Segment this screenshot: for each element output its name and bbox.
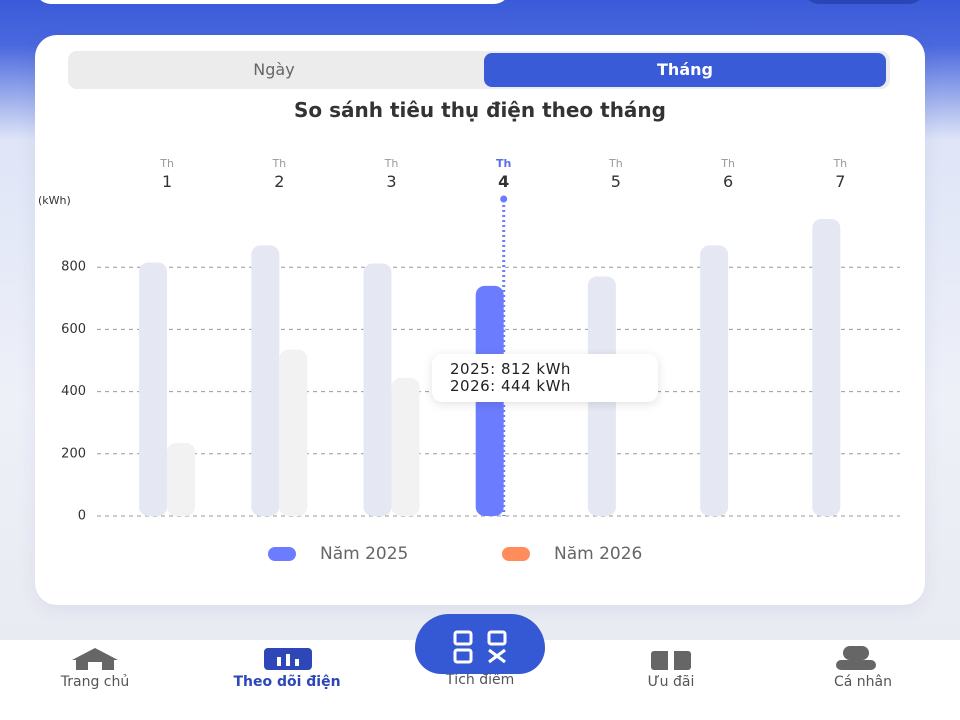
qr-square <box>453 648 473 664</box>
bar <box>279 349 308 516</box>
gift-ribbon <box>668 651 674 670</box>
y-axis-label: (kWh) <box>38 194 71 207</box>
nav-icons <box>72 646 876 670</box>
y-tick-label: 0 <box>78 509 86 524</box>
nav-item[interactable]: Trang chủ <box>60 674 130 690</box>
bar <box>391 377 420 516</box>
tab[interactable]: Ngày <box>253 60 295 79</box>
selection-dot <box>500 195 508 203</box>
bar <box>700 245 729 516</box>
nav-item-active[interactable]: Theo dõi điện <box>233 674 341 690</box>
qr-square <box>453 630 473 646</box>
x-tick-label[interactable]: Th 4 <box>496 157 512 191</box>
x-tick-label[interactable]: Th 2 <box>272 157 287 191</box>
legend-swatch <box>502 547 530 561</box>
chart-icon-bar <box>295 659 299 666</box>
tooltip-line: 2025: 812 kWh <box>450 360 571 378</box>
x-tick-label[interactable]: Th 3 <box>384 157 399 191</box>
x-tick-label[interactable]: Th 7 <box>833 157 848 191</box>
x-tick-label[interactable]: Th 1 <box>160 157 174 191</box>
bar <box>251 245 280 516</box>
tab-active[interactable]: Tháng <box>484 53 886 87</box>
person-icon <box>836 660 876 670</box>
qr-icon <box>453 630 507 664</box>
tab-switch: Ngày Tháng <box>68 51 890 89</box>
header-button[interactable] <box>803 0 925 4</box>
bar <box>167 442 196 516</box>
tooltip-line: 2026: 444 kWh <box>450 377 571 395</box>
nav-item[interactable]: Tích điểm <box>445 672 515 688</box>
y-tick-label: 400 <box>61 384 86 399</box>
qr-button[interactable] <box>415 614 545 674</box>
tooltip: 2025: 812 kWh 2026: 444 kWh <box>432 354 658 402</box>
nav-item[interactable]: Cá nhân <box>833 674 892 690</box>
y-tick-label: 200 <box>61 446 86 461</box>
chart-icon-bar <box>277 657 281 666</box>
x-tick-label[interactable]: Th 6 <box>721 157 735 191</box>
x-tick-label[interactable]: Th 5 <box>609 157 623 191</box>
nav-item[interactable]: Ưu đãi <box>647 674 695 690</box>
bar <box>363 263 392 516</box>
person-icon <box>843 646 869 660</box>
chart-icon-bar <box>286 654 290 666</box>
legend-swatch <box>268 547 296 561</box>
chart: (kWh) 0 200 400 600 800 Năm 2025 Năm 2026 <box>38 194 900 564</box>
bottom-nav: Trang chủ Theo dõi điện Tích điểm Ưu đãi… <box>0 640 960 720</box>
home-icon <box>72 648 118 670</box>
search-bar[interactable] <box>35 0 510 4</box>
chart-title: So sánh tiêu thụ điện theo tháng <box>294 98 666 122</box>
bar <box>812 218 841 516</box>
y-tick-label: 800 <box>61 260 86 275</box>
qr-mark <box>488 648 506 664</box>
home-door <box>88 662 102 670</box>
bar <box>139 262 168 516</box>
y-tick-label: 600 <box>61 322 86 337</box>
legend-label: Năm 2026 <box>554 544 642 564</box>
legend-label: Năm 2025 <box>320 544 408 564</box>
qr-square <box>487 630 507 646</box>
